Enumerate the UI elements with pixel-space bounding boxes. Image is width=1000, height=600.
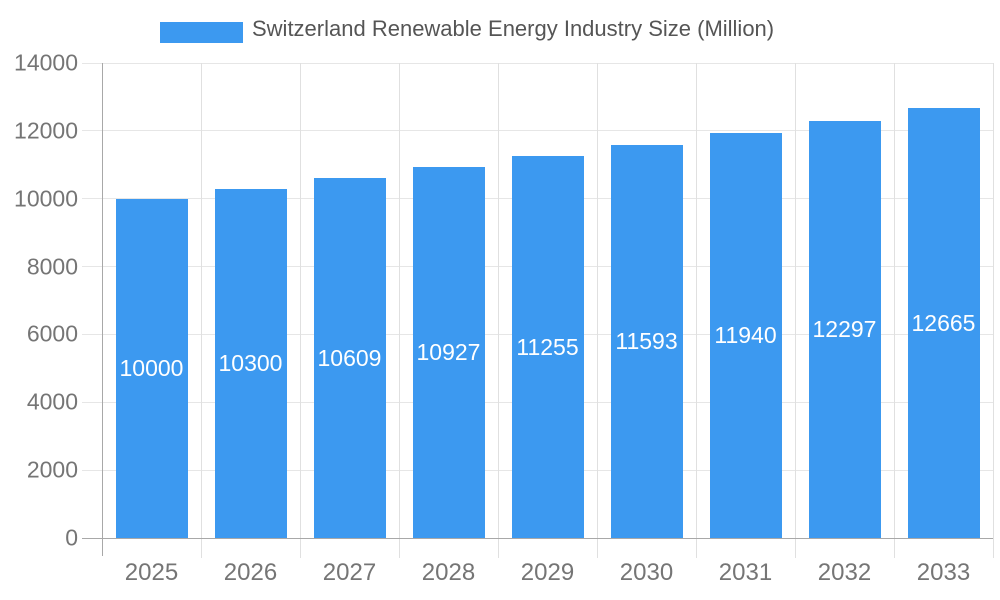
bar-2026[interactable]: 10300 — [214, 188, 287, 538]
bar-value-label: 10927 — [416, 339, 481, 366]
bar-2033[interactable]: 12665 — [907, 108, 980, 538]
y-axis-tick — [82, 130, 102, 132]
y-axis-tick-label: 10000 — [14, 185, 78, 212]
category-boundary-line — [696, 63, 697, 558]
x-axis-tick-label: 2028 — [421, 559, 476, 586]
y-axis-tick — [82, 198, 102, 200]
category-boundary-line — [597, 63, 598, 558]
bar-value-label: 10300 — [218, 349, 283, 376]
y-gridline — [102, 130, 993, 132]
category-boundary-line — [201, 63, 202, 558]
y-axis-tick-label: 0 — [65, 524, 78, 551]
x-axis-tick-label: 2031 — [718, 559, 773, 586]
legend: Switzerland Renewable Energy Industry Si… — [0, 0, 1000, 55]
category-boundary-line — [993, 63, 994, 558]
bar-value-label: 10609 — [317, 344, 382, 371]
legend-swatch[interactable] — [160, 22, 243, 43]
y-gridline — [102, 62, 993, 64]
bar-2025[interactable]: 10000 — [115, 198, 188, 538]
category-boundary-line — [498, 63, 499, 558]
x-axis-tick-label: 2029 — [520, 559, 575, 586]
bar-value-label: 12297 — [812, 315, 877, 342]
bar-2032[interactable]: 12297 — [808, 120, 881, 538]
category-boundary-line — [399, 63, 400, 558]
y-axis-tick — [82, 333, 102, 335]
y-axis-tick — [82, 266, 102, 268]
bar-2029[interactable]: 11255 — [511, 156, 584, 538]
category-boundary-line — [300, 63, 301, 558]
bar-value-label: 11255 — [516, 333, 579, 360]
plot-area: 0 2000 4000 6000 8000 10000 12000 14000 10000 202… — [14, 50, 994, 586]
y-axis-tick-label: 12000 — [14, 117, 78, 144]
y-axis-tick — [82, 469, 102, 471]
x-axis-tick-label: 2032 — [817, 559, 872, 586]
y-axis-tick-label: 8000 — [26, 253, 78, 280]
y-axis-tick-label: 6000 — [26, 320, 78, 347]
y-axis-tick-label: 2000 — [26, 456, 78, 483]
category-boundary-line — [795, 63, 796, 558]
bar-2030[interactable]: 11593 — [610, 144, 683, 538]
y-axis-tick — [82, 62, 102, 64]
bar-value-label: 11593 — [615, 327, 678, 354]
x-axis-tick-label: 2027 — [322, 559, 377, 586]
x-axis-tick-label: 2033 — [916, 559, 971, 586]
bar-value-label: 10000 — [119, 354, 184, 381]
x-axis-tick-label: 2030 — [619, 559, 674, 586]
y-axis-tick-label: 4000 — [26, 388, 78, 415]
bar-2027[interactable]: 10609 — [313, 178, 386, 538]
bar-2028[interactable]: 10927 — [412, 167, 485, 538]
legend-label[interactable]: Switzerland Renewable Energy Industry Si… — [252, 16, 775, 41]
bar-value-label: 12665 — [911, 309, 976, 336]
x-axis-line — [82, 538, 993, 539]
bar-2031[interactable]: 11940 — [709, 132, 782, 538]
x-axis-tick-label: 2026 — [223, 559, 278, 586]
category-boundary-line — [894, 63, 895, 558]
x-axis-tick-label: 2025 — [124, 559, 179, 586]
bar-value-label: 11940 — [714, 321, 777, 348]
y-axis-tick — [82, 401, 102, 403]
y-axis-line — [102, 63, 103, 556]
y-axis-tick-label: 14000 — [14, 49, 78, 76]
